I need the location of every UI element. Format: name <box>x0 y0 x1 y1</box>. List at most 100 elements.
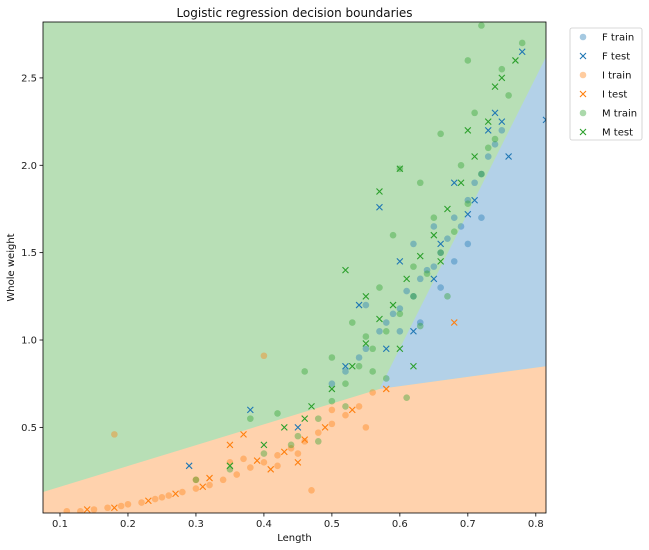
data-point <box>348 319 356 326</box>
data-point <box>63 507 71 513</box>
data-point <box>416 179 424 187</box>
data-point <box>396 327 404 335</box>
data-point <box>362 333 370 340</box>
data-point <box>321 423 329 431</box>
region-i <box>43 366 546 513</box>
data-point <box>226 462 234 470</box>
series-f-train <box>328 127 506 387</box>
data-point <box>314 429 322 436</box>
data-point <box>287 445 295 452</box>
data-point <box>260 441 268 449</box>
data-point <box>226 441 234 449</box>
data-point <box>301 438 308 445</box>
data-point <box>430 214 438 222</box>
data-point <box>464 200 472 208</box>
data-point <box>328 420 336 428</box>
data-point <box>328 385 336 393</box>
data-point <box>471 153 479 160</box>
data-point <box>512 57 519 64</box>
data-point <box>362 301 370 309</box>
series-f-test <box>185 48 546 470</box>
data-point <box>260 450 268 457</box>
data-point <box>328 380 336 387</box>
data-point <box>410 263 417 270</box>
x-tick-label: 0.6 <box>392 519 408 530</box>
data-point <box>117 502 125 510</box>
x-tick-label: 0.3 <box>188 519 204 530</box>
data-point <box>437 284 444 291</box>
legend-label: M test <box>602 128 633 139</box>
data-point <box>308 486 315 494</box>
data-point <box>518 39 526 47</box>
data-point <box>369 345 376 353</box>
data-point <box>294 450 302 457</box>
data-point <box>172 490 179 498</box>
data-point <box>444 205 451 213</box>
legend-marker <box>579 109 587 117</box>
data-point <box>423 266 431 274</box>
data-point <box>382 385 390 393</box>
data-point <box>199 483 207 491</box>
legend-label: F test <box>602 52 630 63</box>
data-point <box>382 327 390 335</box>
data-point <box>498 74 506 82</box>
data-point <box>376 327 383 335</box>
data-point <box>294 458 302 466</box>
data-point <box>280 448 288 456</box>
y-tick-label: 1.0 <box>21 336 37 347</box>
data-point <box>362 345 370 353</box>
data-point <box>396 345 404 353</box>
data-point <box>233 471 241 478</box>
data-point <box>491 83 499 91</box>
data-point <box>437 130 444 138</box>
data-point <box>464 210 472 218</box>
y-tick-label: 0.5 <box>21 423 37 434</box>
data-point <box>403 275 411 283</box>
x-axis-title: Length <box>277 533 312 544</box>
data-point <box>464 196 472 204</box>
x-tick-label: 0.8 <box>528 519 544 530</box>
data-point <box>457 223 465 230</box>
data-point <box>369 389 376 396</box>
y-axis-title: Whole weight <box>6 233 17 301</box>
data-point <box>437 240 445 248</box>
data-point <box>457 179 465 187</box>
data-point <box>362 292 370 300</box>
data-point <box>362 424 370 431</box>
data-point <box>165 492 173 499</box>
data-point <box>355 362 363 370</box>
data-point <box>382 345 390 353</box>
data-point <box>396 310 404 318</box>
data-point <box>464 240 472 248</box>
data-point <box>246 406 254 414</box>
data-point <box>376 188 383 195</box>
data-point <box>240 430 247 438</box>
data-point <box>403 287 410 295</box>
legend-marker <box>579 71 587 79</box>
legend-marker <box>579 128 587 136</box>
data-point <box>314 415 322 422</box>
data-point <box>301 436 309 444</box>
chart-title: Logistic regression decision boundaries <box>176 6 412 20</box>
data-point <box>342 411 349 419</box>
data-point <box>260 459 268 466</box>
data-point <box>437 249 444 256</box>
data-point <box>362 340 370 347</box>
y-tick-label: 2.5 <box>21 73 37 84</box>
x-tick-label: 0.4 <box>256 519 272 530</box>
data-point <box>355 354 363 361</box>
data-point <box>179 488 186 496</box>
data-point <box>206 474 213 482</box>
data-point <box>498 127 506 134</box>
data-point <box>491 141 499 148</box>
data-point <box>416 275 424 283</box>
data-point <box>464 126 472 134</box>
data-point <box>457 161 465 169</box>
data-point <box>111 431 118 438</box>
y-axis: 0.5 1.0 1.5 2.0 2.5 <box>21 73 43 434</box>
legend-label: M train <box>602 109 637 120</box>
data-point <box>192 476 200 484</box>
data-point <box>416 322 424 330</box>
data-point <box>110 504 118 512</box>
